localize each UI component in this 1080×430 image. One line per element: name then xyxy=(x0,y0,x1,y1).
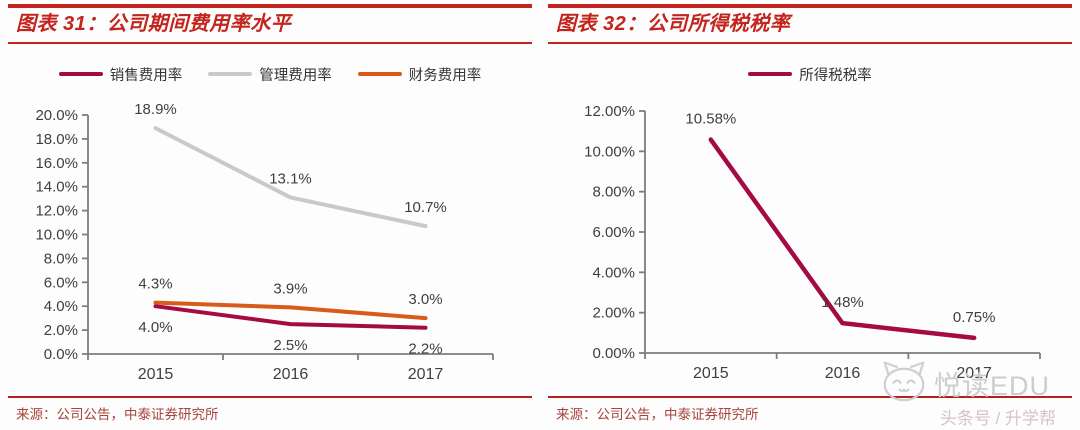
y-tick-label: 0.0% xyxy=(44,346,78,363)
y-tick-label: 6.0% xyxy=(44,274,78,291)
x-tick-label: 2015 xyxy=(138,366,174,383)
y-tick-label: 14.0% xyxy=(35,179,78,196)
x-tick-label: 2017 xyxy=(408,366,444,383)
y-tick-label: 8.0% xyxy=(44,250,78,267)
y-tick-label: 6.00% xyxy=(592,224,635,241)
data-label: 0.75% xyxy=(953,309,996,326)
series-line xyxy=(153,300,428,321)
data-label: 10.58% xyxy=(685,111,736,128)
x-tick-label: 2015 xyxy=(693,365,729,382)
income-tax-line-chart: 0.00% 2.00% 4.00% 6.00% 8.00% 10.00% 12.00% 201… xyxy=(584,103,1041,382)
legend-item: 管理费用率 xyxy=(208,64,332,85)
legend-label: 管理费用率 xyxy=(259,67,332,84)
series-line xyxy=(153,126,428,229)
data-label: 4.0% xyxy=(138,319,172,336)
data-label: 1.48% xyxy=(821,294,864,311)
title-underline-rule xyxy=(548,42,1072,44)
data-label: 18.9% xyxy=(134,101,177,118)
y-tick-label: 4.00% xyxy=(592,264,635,281)
figure-panel-income-tax: 图表 32：公司所得税税率 所得税税率 0.00% 2.00% 4.00% 6.00%… xyxy=(540,0,1080,430)
y-tick-label: 2.0% xyxy=(44,322,78,339)
legend-line-swatch xyxy=(748,72,793,76)
figure-title: 图表 32：公司所得税税率 xyxy=(556,13,791,35)
legend-item: 销售费用率 xyxy=(58,64,183,85)
source-note: 来源：公司公告，中泰证券研究所 xyxy=(16,407,219,422)
y-tick-label: 12.00% xyxy=(584,103,635,120)
y-tick-label: 10.0% xyxy=(35,227,78,244)
legend-line-swatch xyxy=(208,72,253,76)
y-tick-label: 10.00% xyxy=(584,143,635,160)
legend-label: 所得税税率 xyxy=(799,67,872,84)
x-tick-label: 2017 xyxy=(956,365,992,382)
data-label: 3.0% xyxy=(408,291,442,308)
y-tick-label: 18.0% xyxy=(35,131,78,148)
source-note: 来源：公司公告，中泰证券研究所 xyxy=(556,407,759,422)
y-tick-label: 2.00% xyxy=(592,305,635,322)
top-rule xyxy=(548,4,1072,8)
chart-legend: 销售费用率 管理费用率 财务费用率 xyxy=(0,62,540,86)
y-tick-label: 0.00% xyxy=(592,345,635,362)
figure-title: 图表 31：公司期间费用率水平 xyxy=(16,13,292,35)
data-label: 2.5% xyxy=(273,337,307,354)
y-tick-label: 4.0% xyxy=(44,298,78,315)
data-label: 3.9% xyxy=(273,280,307,297)
top-rule xyxy=(8,4,532,8)
legend-label: 财务费用率 xyxy=(408,67,482,84)
legend-item: 所得税税率 xyxy=(748,64,872,85)
chart-legend: 所得税税率 xyxy=(540,62,1080,86)
data-label: 2.2% xyxy=(408,341,442,358)
data-label: 10.7% xyxy=(404,199,447,216)
legend-line-swatch xyxy=(58,72,103,76)
legend-item: 财务费用率 xyxy=(357,64,482,85)
data-label: 4.3% xyxy=(138,276,172,293)
x-tick-label: 2016 xyxy=(825,365,861,382)
series-line xyxy=(708,137,977,341)
bottom-rule xyxy=(8,396,532,398)
expense-ratio-line-chart: 0.0% 2.0% 4.0% 6.0% 8.0% 10.0% 12.0% 14.0% 16.0%… xyxy=(35,101,494,383)
title-underline-rule xyxy=(8,42,532,44)
data-label: 13.1% xyxy=(269,170,312,187)
y-tick-label: 12.0% xyxy=(35,203,78,220)
bottom-rule xyxy=(548,396,1072,398)
legend-label: 销售费用率 xyxy=(109,67,183,84)
y-tick-label: 16.0% xyxy=(35,155,78,172)
legend-line-swatch xyxy=(357,72,402,76)
y-tick-label: 8.00% xyxy=(592,184,635,201)
series-line xyxy=(153,304,428,330)
y-tick-label: 20.0% xyxy=(35,107,78,124)
figure-panel-expense-ratio: 图表 31：公司期间费用率水平 销售费用率 管理费用率 财务费用率 0.0% 2.0%… xyxy=(0,4,540,422)
x-tick-label: 2016 xyxy=(273,366,309,383)
